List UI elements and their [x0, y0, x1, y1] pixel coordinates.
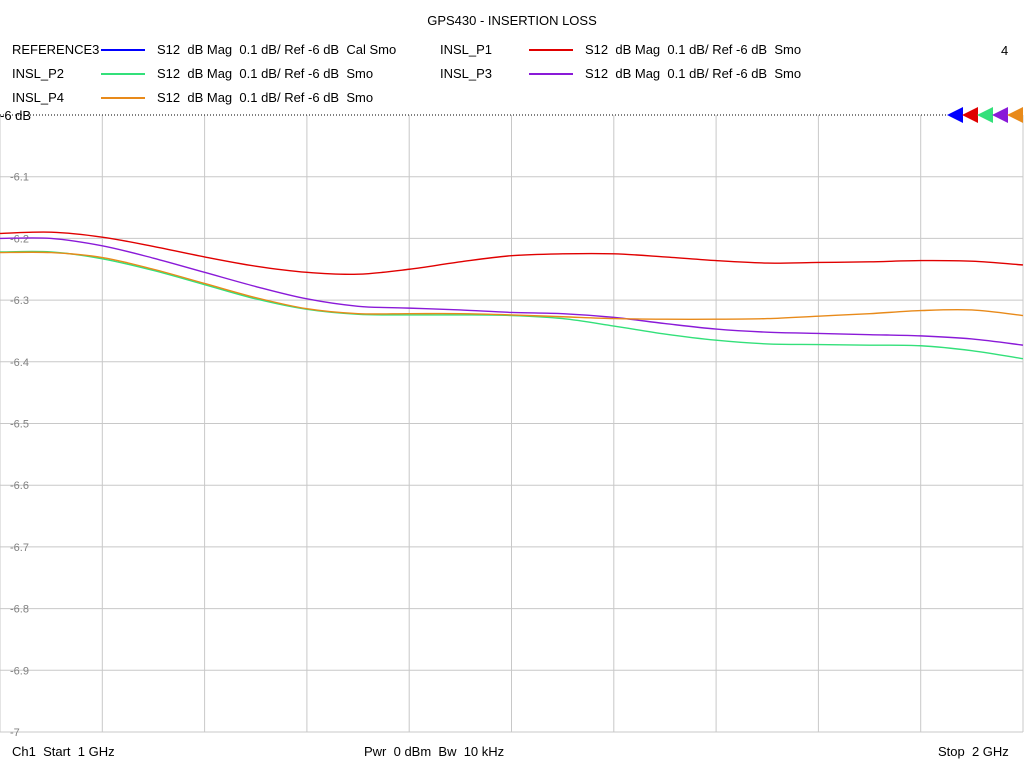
ref-marker-insl-p4: [1007, 107, 1023, 123]
power-bandwidth: Pwr 0 dBm Bw 10 kHz: [364, 744, 505, 759]
ref-marker-insl-p1: [962, 107, 978, 123]
y-tick-label: -7: [10, 727, 20, 739]
y-tick-label: -6.1: [10, 172, 29, 184]
y-tick-labels: -6.1 -6.2 -6.3 -6.4 -6.5 -6.6 -6.7 -6.8 -6.9 -7: [10, 172, 29, 739]
y-tick-label: -6.2: [10, 233, 29, 245]
chart-title: GPS430 - INSERTION LOSS: [427, 13, 597, 28]
y-tick-label: -6.9: [10, 665, 29, 677]
legend-desc: S12 dB Mag 0.1 dB/ Ref -6 dB Smo: [157, 90, 374, 105]
legend-swatch: [529, 49, 573, 51]
legend-desc: S12 dB Mag 0.1 dB/ Ref -6 dB Smo: [157, 66, 374, 81]
reference-markers: [947, 107, 1023, 123]
legend-name: INSL_P2: [12, 66, 65, 81]
y-tick-label: -6.7: [10, 542, 29, 554]
legend-desc: S12 dB Mag 0.1 dB/ Ref -6 dB Smo: [585, 42, 802, 57]
trace-insl-p3: [0, 237, 1024, 346]
grid: -6 dB: [0, 108, 1024, 733]
reference-label: -6 dB: [0, 108, 31, 123]
channel-number: 4: [1001, 43, 1009, 58]
legend-name: INSL_P1: [440, 42, 493, 57]
legend-name: REFERENCE3: [12, 42, 100, 57]
trace-insl-p1: [0, 231, 1024, 276]
ref-marker-insl-p2: [977, 107, 993, 123]
ref-marker-reference3: [947, 107, 963, 123]
y-tick-label: -6.4: [10, 357, 29, 369]
y-tick-label: -6.8: [10, 604, 29, 616]
stop-frequency: Stop 2 GHz: [938, 744, 1009, 759]
y-tick-label: -6.6: [10, 480, 29, 492]
legend-swatch: [101, 49, 145, 51]
legend-swatch: [529, 73, 573, 75]
start-frequency: Ch1 Start 1 GHz: [12, 744, 115, 759]
legend-desc: S12 dB Mag 0.1 dB/ Ref -6 dB Cal Smo: [157, 42, 397, 57]
legend-name: INSL_P4: [12, 90, 65, 105]
legend-name: INSL_P3: [440, 66, 493, 81]
legend-swatch: [101, 97, 145, 99]
y-tick-label: -6.3: [10, 295, 29, 307]
traces: [0, 231, 1024, 360]
legend-desc: S12 dB Mag 0.1 dB/ Ref -6 dB Smo: [585, 66, 802, 81]
y-tick-label: -6.5: [10, 419, 29, 431]
ref-marker-insl-p3: [992, 107, 1008, 123]
trace-insl-p4: [0, 251, 1024, 321]
legend-swatch: [101, 73, 145, 75]
